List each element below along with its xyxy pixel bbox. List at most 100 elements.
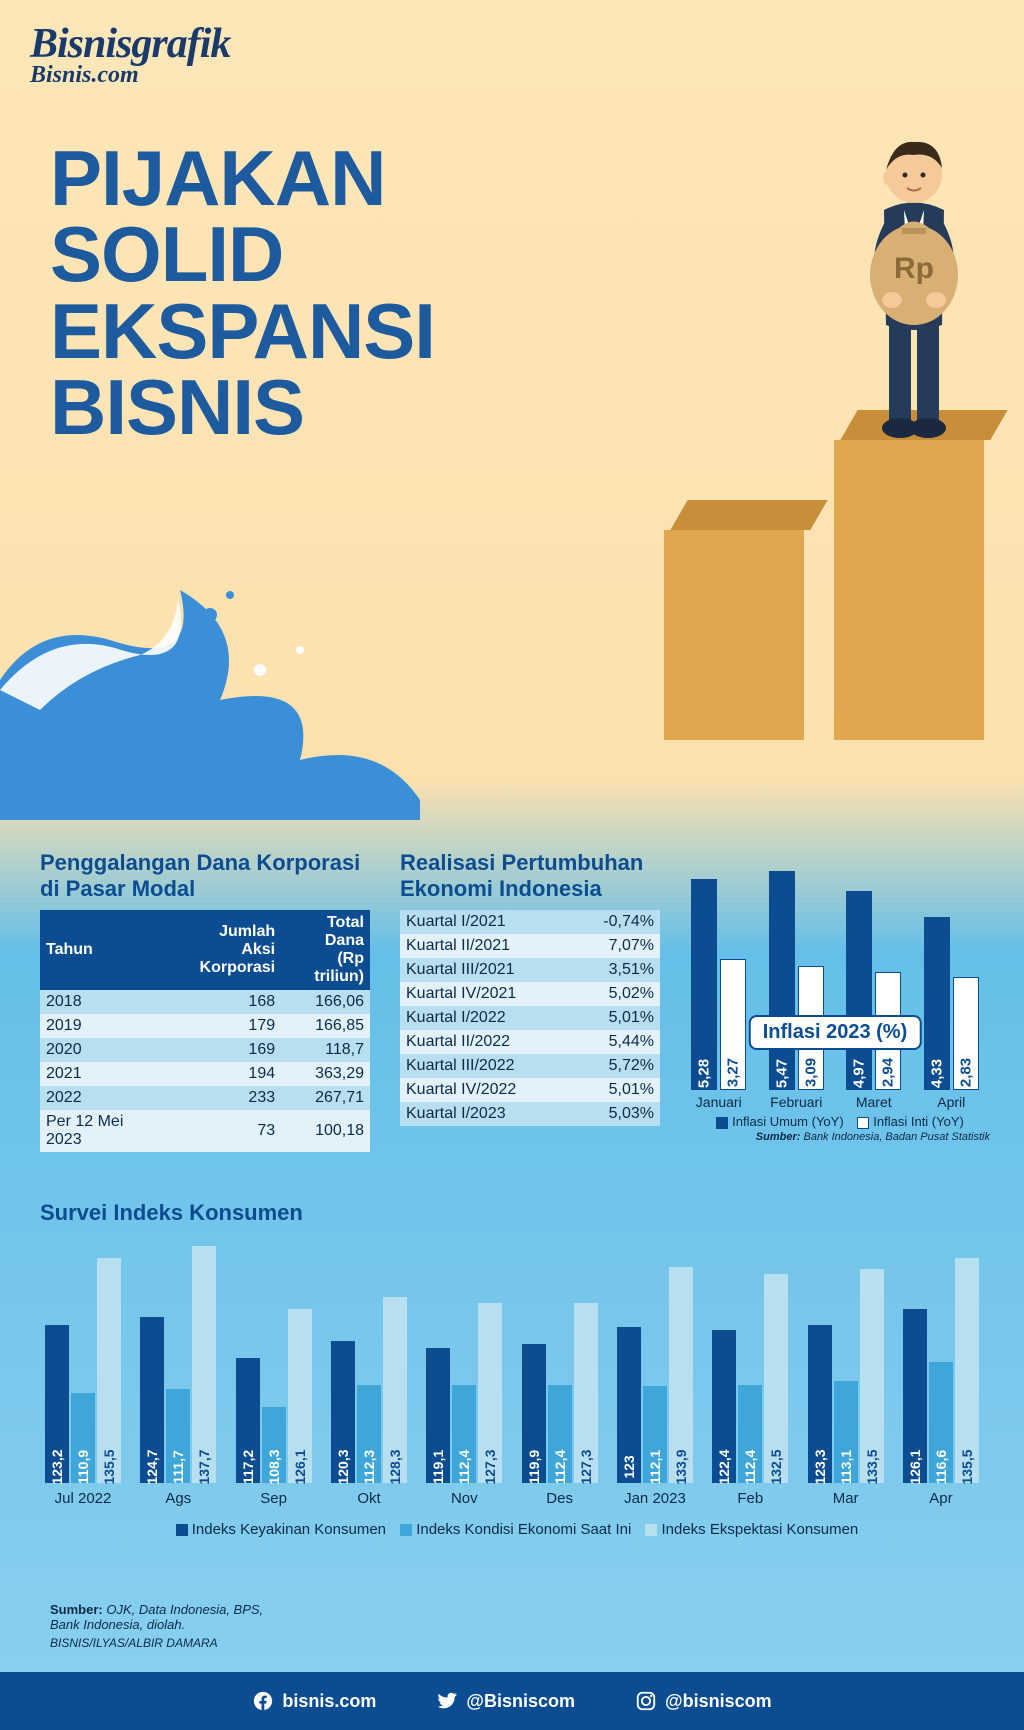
bar-group: 4,972,94 bbox=[843, 891, 905, 1090]
penggalangan-section: Penggalangan Dana Korporasi di Pasar Mod… bbox=[40, 850, 370, 1152]
bar-group: 119,1112,4127,3 bbox=[421, 1303, 507, 1484]
headline-line: EKSPANSI bbox=[50, 293, 435, 369]
footer-twitter[interactable]: @Bisniscom bbox=[436, 1690, 575, 1712]
table-row: 2021194363,29 bbox=[40, 1062, 370, 1086]
bar: 4,97 bbox=[846, 891, 872, 1090]
legend-label: Indeks Ekspektasi Konsumen bbox=[661, 1521, 858, 1538]
bar: 123,3 bbox=[808, 1325, 832, 1483]
money-bag-label: Rp bbox=[894, 252, 934, 285]
bar-group: 117,2108,3126,1 bbox=[231, 1309, 317, 1484]
penggalangan-title: Penggalangan Dana Korporasi di Pasar Mod… bbox=[40, 850, 370, 902]
headline-line: SOLID bbox=[50, 216, 435, 292]
bar: 127,3 bbox=[478, 1303, 502, 1483]
x-label: Feb bbox=[707, 1490, 793, 1507]
x-label: April bbox=[920, 1094, 982, 1110]
bar: 135,5 bbox=[97, 1258, 121, 1483]
realisasi-title: Realisasi Pertumbuhan Ekonomi Indonesia bbox=[400, 850, 660, 902]
footer-handle: @Bisniscom bbox=[466, 1691, 575, 1712]
bar: 110,9 bbox=[71, 1393, 95, 1483]
headline: PIJAKAN SOLID EKSPANSI BISNIS bbox=[50, 140, 435, 446]
table-row: Per 12 Mei 202373100,18 bbox=[40, 1110, 370, 1152]
wave-illustration bbox=[0, 560, 420, 820]
table-row: Kuartal I/20235,03% bbox=[400, 1102, 660, 1126]
bar: 113,1 bbox=[834, 1381, 858, 1483]
inflasi-chart: Inflasi 2023 (%) 5,283,275,473,09 4,972,9… bbox=[680, 830, 990, 1090]
table-row: 2022233267,71 bbox=[40, 1086, 370, 1110]
footer-facebook[interactable]: bisnis.com bbox=[252, 1690, 376, 1712]
bar: 108,3 bbox=[262, 1407, 286, 1483]
footer-instagram[interactable]: @bisniscom bbox=[635, 1690, 772, 1712]
brand-logo-main: Bisnisgrafik bbox=[30, 20, 230, 68]
bar: 126,1 bbox=[288, 1309, 312, 1483]
bar: 123 bbox=[617, 1327, 641, 1484]
bar: 117,2 bbox=[236, 1358, 260, 1483]
x-label: Mar bbox=[803, 1490, 889, 1507]
inflasi-title-box: Inflasi 2023 (%) bbox=[749, 1015, 922, 1050]
bar: 5,28 bbox=[691, 879, 717, 1090]
illustration: Rp bbox=[664, 60, 984, 740]
footer-handle: @bisniscom bbox=[665, 1691, 772, 1712]
realisasi-table: Kuartal I/2021-0,74%Kuartal II/20217,07%… bbox=[400, 910, 660, 1126]
bar-group: 120,3112,3128,3 bbox=[326, 1297, 412, 1484]
bar: 135,5 bbox=[955, 1258, 979, 1483]
bar: 127,3 bbox=[574, 1303, 598, 1483]
businessman-icon: Rp bbox=[844, 100, 984, 440]
facebook-icon bbox=[252, 1690, 274, 1712]
bar: 112,4 bbox=[738, 1385, 762, 1483]
survei-chart: 123,2110,9135,5124,7111,7137,7117,2108,3… bbox=[40, 1234, 984, 1484]
table-row: Kuartal III/20225,72% bbox=[400, 1054, 660, 1078]
bar: 119,1 bbox=[426, 1348, 450, 1483]
x-label: Nov bbox=[421, 1490, 507, 1507]
bar: 133,9 bbox=[669, 1267, 693, 1483]
table-header: Total Dana(Rp triliun) bbox=[281, 910, 370, 990]
bar: 133,5 bbox=[860, 1269, 884, 1483]
table-row: 2018168166,06 bbox=[40, 990, 370, 1014]
bar: 120,3 bbox=[331, 1341, 355, 1483]
survei-xlabels: Jul 2022AgsSepOktNovDesJan 2023FebMarApr bbox=[40, 1490, 984, 1507]
table-row: Kuartal I/20225,01% bbox=[400, 1006, 660, 1030]
sources: Sumber: OJK, Data Indonesia, BPS,Bank In… bbox=[50, 1602, 263, 1650]
x-label: Des bbox=[517, 1490, 603, 1507]
table-header: JumlahAksi Korporasi bbox=[160, 910, 281, 990]
legend-label: Indeks Keyakinan Konsumen bbox=[192, 1521, 386, 1538]
x-label: Maret bbox=[843, 1094, 905, 1110]
table-row: Kuartal II/20217,07% bbox=[400, 934, 660, 958]
bar-group: 126,1116,6135,5 bbox=[898, 1258, 984, 1484]
bar: 112,4 bbox=[452, 1385, 476, 1483]
bar-group: 119,9112,4127,3 bbox=[517, 1303, 603, 1484]
bar-group: 5,283,27 bbox=[688, 879, 750, 1090]
table-row: 2019179166,85 bbox=[40, 1014, 370, 1038]
survei-title: Survei Indeks Konsumen bbox=[40, 1200, 984, 1226]
realisasi-section: Realisasi Pertumbuhan Ekonomi Indonesia … bbox=[400, 850, 660, 1126]
inflasi-source: Sumber: Sumber: Bank Indonesia, Badan Pu… bbox=[680, 1131, 990, 1143]
twitter-icon bbox=[436, 1690, 458, 1712]
bar: 132,5 bbox=[764, 1274, 788, 1483]
headline-line: BISNIS bbox=[50, 369, 435, 445]
bar-group: 5,473,09 bbox=[765, 871, 827, 1090]
survei-legend: Indeks Keyakinan Konsumen Indeks Kondisi… bbox=[40, 1521, 984, 1538]
bar: 124,7 bbox=[140, 1317, 164, 1483]
inflasi-legend: Inflasi Umum (YoY) Inflasi Inti (YoY) bbox=[680, 1114, 990, 1129]
bar-group: 4,332,83 bbox=[920, 917, 982, 1090]
bar: 112,1 bbox=[643, 1386, 667, 1483]
brand-logo: Bisnisgrafik Bisnis.com bbox=[30, 20, 230, 89]
bar: 2,83 bbox=[953, 977, 979, 1090]
x-label: Jan 2023 bbox=[612, 1490, 698, 1507]
bar: 126,1 bbox=[903, 1309, 927, 1483]
x-label: Januari bbox=[688, 1094, 750, 1110]
table-row: Kuartal II/20225,44% bbox=[400, 1030, 660, 1054]
bar: 5,47 bbox=[769, 871, 795, 1090]
table-header: Tahun bbox=[40, 910, 160, 990]
bar-group: 124,7111,7137,7 bbox=[135, 1246, 221, 1484]
penggalangan-table: TahunJumlahAksi KorporasiTotal Dana(Rp t… bbox=[40, 910, 370, 1152]
bar-group: 123,3113,1133,5 bbox=[803, 1269, 889, 1484]
legend-label: Inflasi Umum (YoY) bbox=[732, 1114, 844, 1129]
x-label: Okt bbox=[326, 1490, 412, 1507]
bar: 119,9 bbox=[522, 1344, 546, 1483]
inflasi-section: Inflasi 2023 (%) 5,283,275,473,09 4,972,9… bbox=[680, 830, 990, 1143]
table-row: Kuartal III/20213,51% bbox=[400, 958, 660, 982]
bar: 122,4 bbox=[712, 1330, 736, 1483]
legend-label: Indeks Kondisi Ekonomi Saat Ini bbox=[416, 1521, 631, 1538]
bar: 4,33 bbox=[924, 917, 950, 1090]
table-row: Kuartal IV/20215,02% bbox=[400, 982, 660, 1006]
